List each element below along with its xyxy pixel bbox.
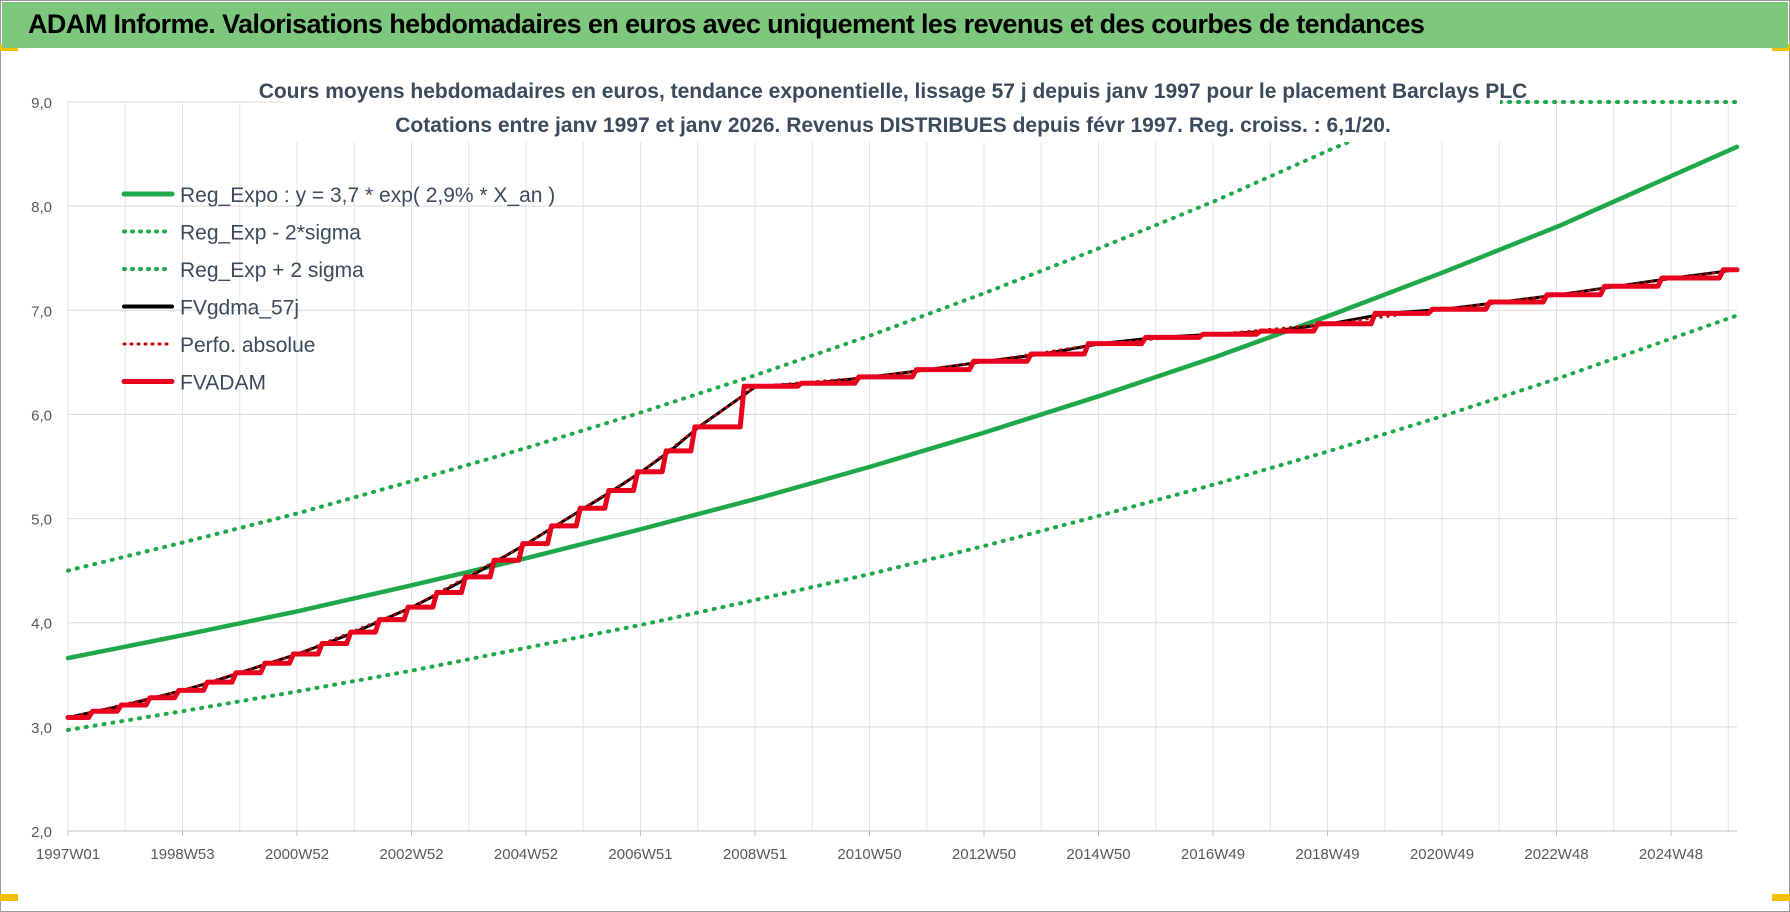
axes: 2,0 3,0 4,0 5,0 6,0 7,0 8,0 9,0 1997W01 1998W53 20… [31,95,1737,863]
x-tick-label: 2014W50 [1066,846,1130,863]
legend: Reg_Expo : y = 3,7 * exp( 2,9% * X_an ) R… [121,184,555,395]
y-tick-label: 8,0 [31,199,52,216]
x-tick-label: 2000W52 [265,846,329,863]
series-fvadam [65,267,1740,720]
x-tick-label: 2022W48 [1524,846,1588,863]
chart-titles: Cours moyens hebdomadaires en euros, ten… [259,72,1528,142]
x-tick-label: 2018W49 [1295,846,1359,863]
chart-title-line2: Cotations entre janv 1997 et janv 2026. … [395,114,1391,137]
header-title: ADAM Informe. Valorisations hebdomadaire… [28,9,1425,39]
y-tick-label: 2,0 [31,824,52,841]
y-tick-label: 5,0 [31,512,52,529]
header-bar: ADAM Informe. Valorisations hebdomadaire… [2,2,1788,48]
y-tick-label: 9,0 [31,95,52,112]
x-tick-label: 2008W51 [723,846,787,863]
legend-label: Reg_Expo : y = 3,7 * exp( 2,9% * X_an ) [180,184,555,207]
series-reg-exp-plus [66,100,1739,573]
chart-title-line1: Cours moyens hebdomadaires en euros, ten… [259,80,1528,103]
x-tick-label: 1998W53 [150,846,214,863]
y-tick-label: 3,0 [31,720,52,737]
x-tick-label: 2006W51 [608,846,672,863]
corner-marker [0,894,18,901]
title-backdrop [285,72,1500,142]
x-tick-label: 2010W50 [837,846,901,863]
legend-label: Reg_Exp + 2 sigma [180,259,364,282]
x-tick-label: 2012W50 [952,846,1016,863]
corner-marker [1772,894,1790,901]
legend-label: FVADAM [180,372,266,395]
x-tick-label: 2024W48 [1639,846,1703,863]
legend-label: FVgdma_57j [180,297,299,320]
legend-label: Perfo. absolue [180,334,315,357]
y-tick-label: 4,0 [31,616,52,633]
series-reg-exp-minus [66,313,1739,732]
x-tick-label: 2002W52 [379,846,443,863]
x-tick-label: 2020W49 [1410,846,1474,863]
legend-label: Reg_Exp - 2*sigma [180,222,361,245]
x-tick-label: 1997W01 [36,846,100,863]
y-tick-label: 7,0 [31,303,52,320]
x-tick-label: 2004W52 [494,846,558,863]
x-tick-label: 2016W49 [1181,846,1245,863]
grid [67,101,1737,832]
series-reg-expo [65,144,1740,661]
y-tick-label: 6,0 [31,407,52,424]
